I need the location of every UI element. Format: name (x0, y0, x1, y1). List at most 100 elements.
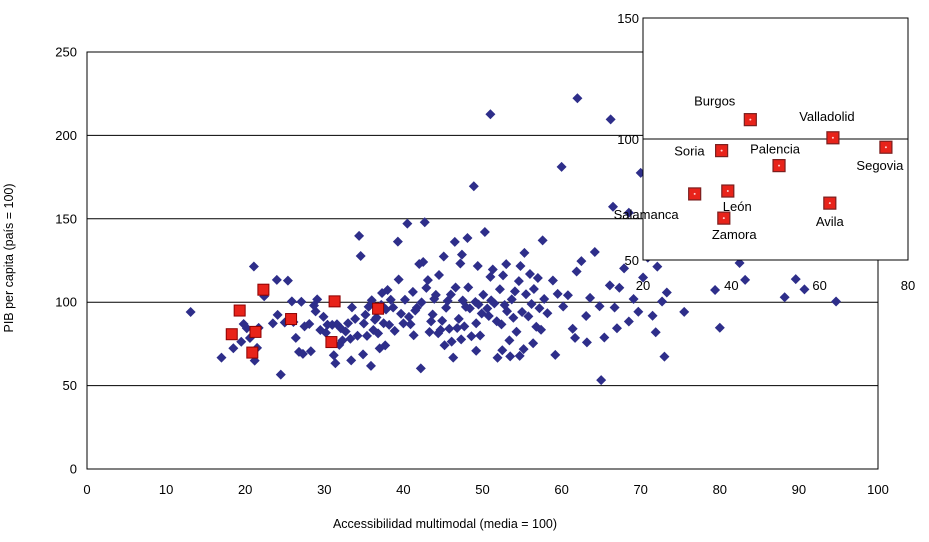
inset-x-tick-labels: 20 40 60 80 (636, 278, 915, 293)
main-y-tick-label: 150 (55, 211, 77, 226)
data-point-diamond (241, 323, 252, 334)
data-point-diamond (380, 340, 391, 351)
main-plot: 0 10 20 30 40 50 60 70 80 90 100 0 50 100 150 200 250 A… (2, 45, 889, 532)
data-point-diamond (638, 272, 649, 283)
data-point-diamond (305, 346, 316, 357)
inset-data-point-dot (749, 118, 752, 121)
data-point-diamond (497, 345, 508, 356)
data-point-diamond (599, 332, 610, 343)
data-point-diamond (524, 269, 535, 280)
data-point-diamond (657, 296, 668, 307)
data-point-diamond (659, 351, 670, 362)
data-point-square (233, 304, 246, 317)
inset-data-point-dot (884, 146, 887, 149)
data-point-diamond (455, 258, 466, 269)
data-point-diamond (318, 311, 329, 322)
data-point-diamond (216, 352, 227, 363)
data-point-diamond (405, 319, 416, 330)
data-point-diamond (799, 284, 810, 295)
data-point-diamond (532, 273, 543, 284)
inset-y-tick-label: 100 (617, 132, 639, 147)
data-point-diamond (185, 307, 196, 318)
x-axis-title: Accessibilidad multimodal (media = 100) (333, 517, 557, 531)
data-point-diamond (479, 226, 490, 237)
data-point-diamond (515, 261, 526, 272)
data-point-diamond (275, 369, 286, 380)
inset-point-label: Zamora (712, 227, 758, 242)
data-point-diamond (272, 309, 283, 320)
inset-x-tick-label: 60 (812, 278, 826, 293)
data-point-diamond (362, 330, 373, 341)
data-point-diamond (421, 282, 432, 293)
main-x-tick-label: 40 (396, 482, 410, 497)
data-point-square (372, 302, 385, 315)
inset-x-tick-label: 80 (901, 278, 915, 293)
data-point-diamond (534, 303, 545, 314)
data-point-diamond (446, 336, 457, 347)
data-point-diamond (296, 296, 307, 307)
data-point-diamond (542, 308, 553, 319)
data-point-diamond (450, 282, 461, 293)
data-point-diamond (571, 266, 582, 277)
data-point-diamond (517, 307, 528, 318)
data-point-diamond (589, 246, 600, 257)
data-point-diamond (831, 296, 842, 307)
data-point-diamond (411, 302, 422, 313)
data-point-square (225, 328, 238, 341)
main-x-tick-label: 30 (317, 482, 331, 497)
data-point-diamond (343, 318, 354, 329)
data-point-diamond (562, 290, 573, 301)
data-point-diamond (236, 336, 247, 347)
data-point-diamond (426, 316, 437, 327)
data-point-diamond (489, 298, 500, 309)
data-point-diamond (456, 334, 467, 345)
inset-point-labels: Burgos Valladolid Soria Palencia Segovia Sala… (614, 94, 905, 242)
data-point-diamond (550, 349, 561, 360)
inset-y-tick-label: 50 (625, 253, 639, 268)
data-point-diamond (494, 284, 505, 295)
data-point-diamond (547, 275, 558, 286)
data-point-diamond (449, 236, 460, 247)
data-point-diamond (623, 207, 634, 218)
main-y-tick-label: 200 (55, 128, 77, 143)
main-y-tick-label: 250 (55, 45, 77, 60)
data-point-diamond (358, 318, 369, 329)
inset-data-point-dot (726, 190, 729, 193)
data-point-diamond (453, 313, 464, 324)
data-point-diamond (509, 286, 520, 297)
data-point-diamond (576, 256, 587, 267)
main-x-tick-label: 100 (867, 482, 889, 497)
inset-point-label: Avila (816, 214, 845, 229)
data-point-diamond (679, 306, 690, 317)
data-point-diamond (710, 285, 721, 296)
data-point-diamond (614, 282, 625, 293)
inset-point-label: Salamanca (614, 207, 680, 222)
data-point-diamond (371, 312, 382, 323)
data-point-diamond (384, 319, 395, 330)
data-point-diamond (558, 301, 569, 312)
data-point-diamond (360, 309, 371, 320)
data-point-diamond (581, 337, 592, 348)
data-point-diamond (441, 302, 452, 313)
data-point-diamond (373, 328, 384, 339)
data-point-diamond (228, 343, 239, 354)
data-point-diamond (464, 303, 475, 314)
data-point-diamond (502, 306, 513, 317)
data-point-diamond (433, 270, 444, 281)
main-y-tick-label: 50 (63, 378, 77, 393)
data-point-diamond (396, 308, 407, 319)
data-point-diamond (504, 335, 515, 346)
data-point-diamond (623, 316, 634, 327)
inset-data-point-dot (720, 149, 723, 152)
data-point-diamond (444, 323, 455, 334)
data-point-diamond (505, 351, 516, 362)
data-point-diamond (419, 217, 430, 228)
data-point-diamond (779, 292, 790, 303)
data-point-diamond (596, 375, 607, 386)
data-point-diamond (528, 284, 539, 295)
data-point-diamond (320, 327, 331, 338)
data-point-diamond (608, 201, 619, 212)
data-point-diamond (567, 323, 578, 334)
data-point-diamond (628, 294, 639, 305)
